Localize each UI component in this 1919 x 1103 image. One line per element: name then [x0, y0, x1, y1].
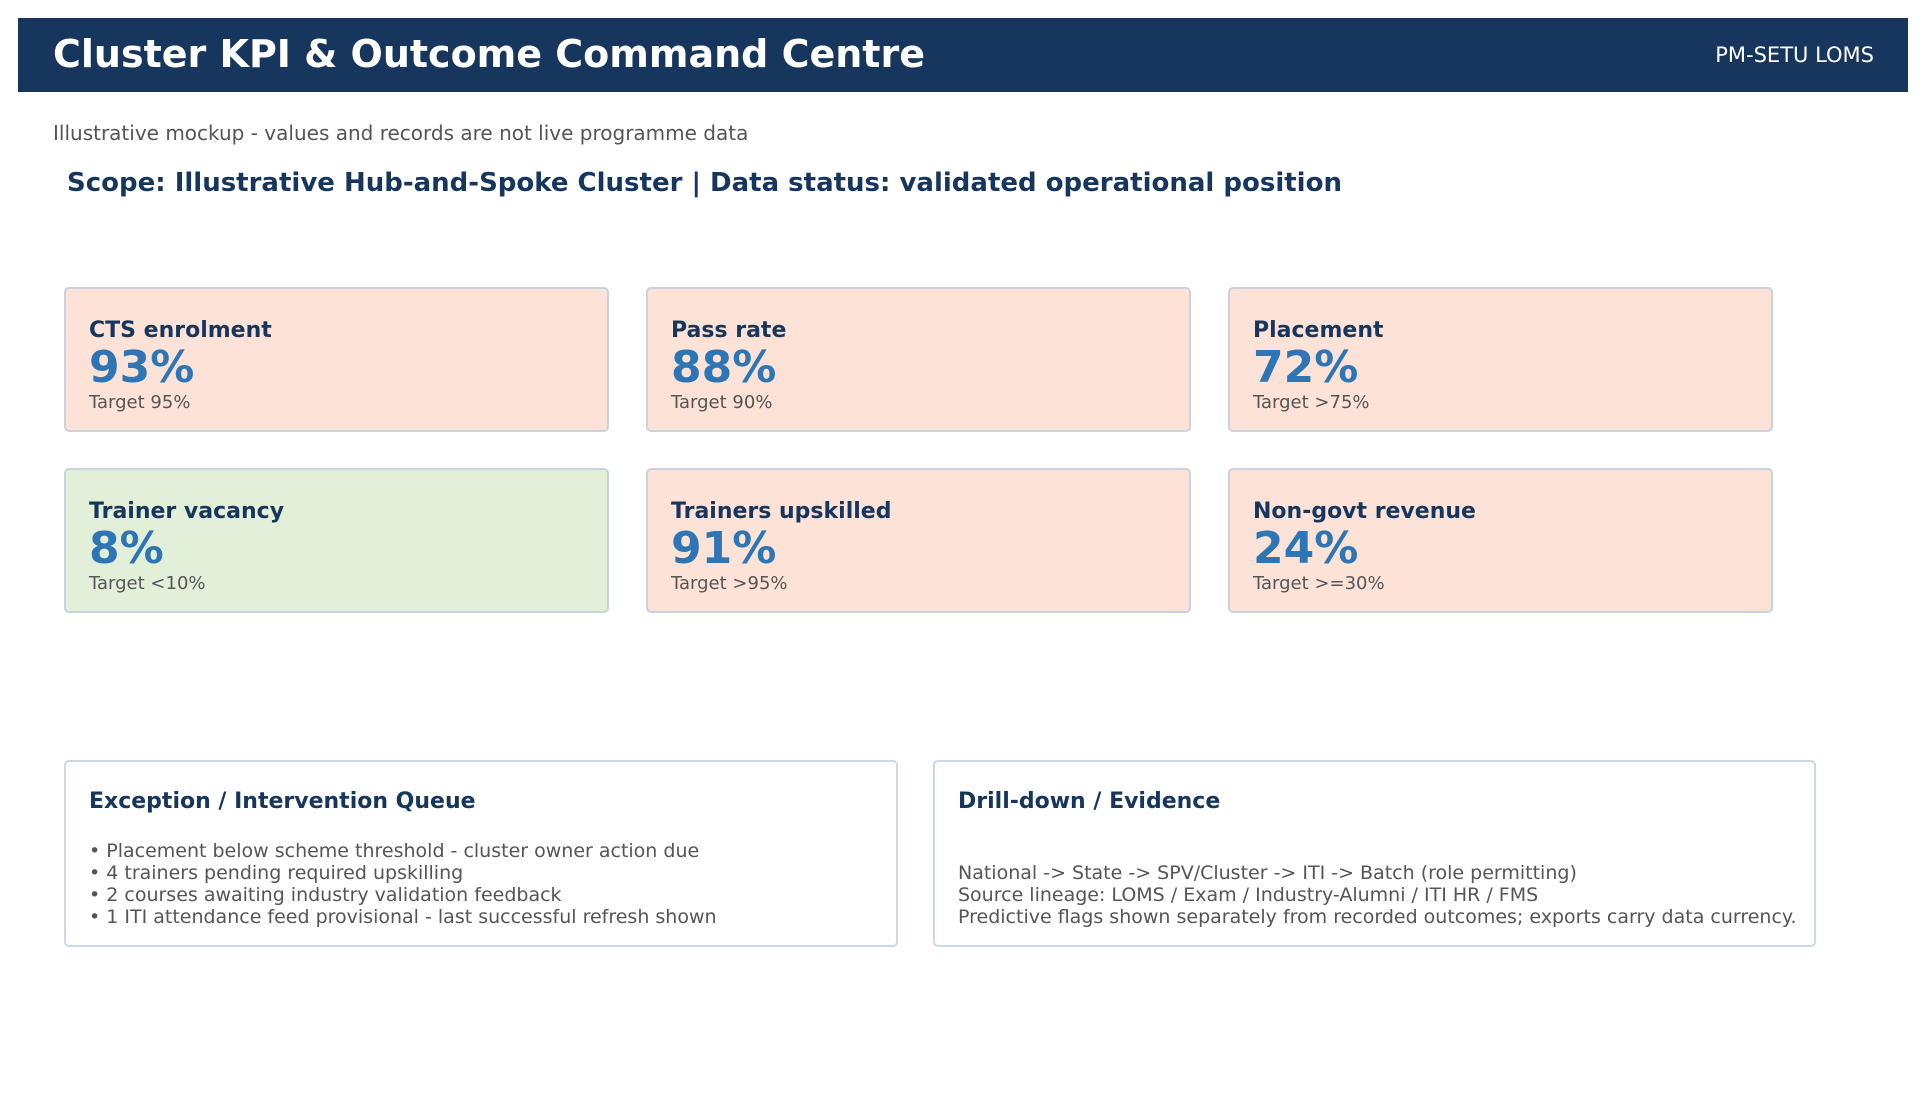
kpi-value: 24%: [1253, 523, 1359, 574]
kpi-card-cts-enrolment[interactable]: CTS enrolment 93% Target 95%: [64, 287, 609, 432]
kpi-label: Non-govt revenue: [1253, 499, 1476, 524]
panel-title: Exception / Intervention Queue: [89, 789, 476, 814]
drilldown-evidence-panel: Drill-down / Evidence National -> State …: [933, 760, 1816, 947]
kpi-label: CTS enrolment: [89, 318, 272, 343]
kpi-card-non-govt-revenue[interactable]: Non-govt revenue 24% Target >=30%: [1228, 468, 1773, 613]
kpi-label: Pass rate: [671, 318, 787, 343]
kpi-label: Trainer vacancy: [89, 499, 285, 524]
list-item[interactable]: • 2 courses awaiting industry validation…: [89, 884, 562, 906]
kpi-value: 8%: [89, 523, 164, 574]
kpi-value: 88%: [671, 342, 777, 393]
scope-status-line: Scope: Illustrative Hub-and-Spoke Cluste…: [67, 168, 1342, 198]
kpi-target: Target 90%: [671, 392, 773, 413]
predictive-note: Predictive flags shown separately from r…: [958, 906, 1797, 928]
kpi-target: Target >95%: [671, 573, 788, 594]
kpi-label: Placement: [1253, 318, 1384, 343]
page-title: Cluster KPI & Outcome Command Centre: [53, 32, 925, 76]
mockup-disclaimer: Illustrative mockup - values and records…: [53, 121, 749, 145]
kpi-card-trainers-upskilled[interactable]: Trainers upskilled 91% Target >95%: [646, 468, 1191, 613]
brand-label: PM-SETU LOMS: [1715, 43, 1874, 67]
drilldown-path: National -> State -> SPV/Cluster -> ITI …: [958, 862, 1577, 884]
panel-title: Drill-down / Evidence: [958, 789, 1221, 814]
kpi-value: 93%: [89, 342, 195, 393]
kpi-target: Target <10%: [89, 573, 206, 594]
drilldown-list: National -> State -> SPV/Cluster -> ITI …: [958, 862, 1797, 928]
kpi-label: Trainers upskilled: [671, 499, 892, 524]
kpi-target: Target 95%: [89, 392, 191, 413]
kpi-value: 72%: [1253, 342, 1359, 393]
exception-queue-panel: Exception / Intervention Queue • Placeme…: [64, 760, 898, 947]
list-item[interactable]: • Placement below scheme threshold - clu…: [89, 840, 700, 862]
header-bar: Cluster KPI & Outcome Command Centre PM-…: [18, 18, 1908, 92]
kpi-target: Target >=30%: [1253, 573, 1385, 594]
kpi-value: 91%: [671, 523, 777, 574]
kpi-card-pass-rate[interactable]: Pass rate 88% Target 90%: [646, 287, 1191, 432]
exception-list: • Placement below scheme threshold - clu…: [89, 840, 717, 928]
list-item[interactable]: • 4 trainers pending required upskilling: [89, 862, 464, 884]
list-item[interactable]: • 1 ITI attendance feed provisional - la…: [89, 906, 717, 928]
source-lineage: Source lineage: LOMS / Exam / Industry-A…: [958, 884, 1539, 906]
kpi-target: Target >75%: [1253, 392, 1370, 413]
kpi-card-trainer-vacancy[interactable]: Trainer vacancy 8% Target <10%: [64, 468, 609, 613]
kpi-card-placement[interactable]: Placement 72% Target >75%: [1228, 287, 1773, 432]
